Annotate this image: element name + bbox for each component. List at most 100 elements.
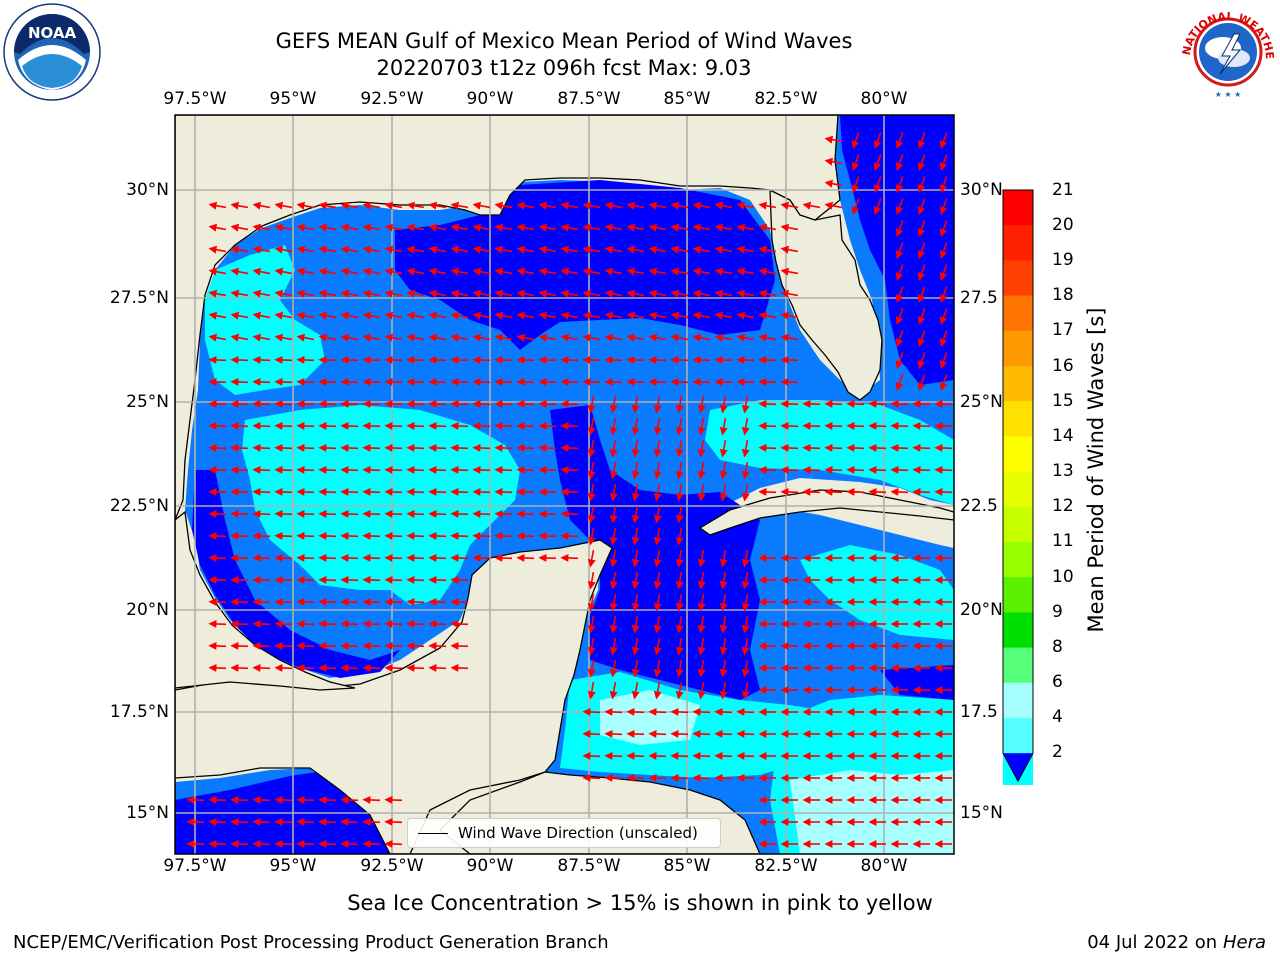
wind-wave-arrow [802, 421, 821, 430]
wind-wave-arrow [230, 597, 249, 606]
wind-wave-arrow [340, 399, 359, 408]
wind-wave-arrow [692, 333, 711, 342]
wind-wave-arrow [384, 575, 403, 584]
wind-wave-arrow [406, 663, 425, 672]
wind-wave-arrow [362, 355, 381, 364]
wind-wave-arrow [318, 267, 337, 276]
wind-wave-arrow [697, 659, 706, 678]
wind-wave-arrow [296, 509, 315, 518]
wind-wave-arrow [582, 773, 601, 782]
wind-wave-arrow [648, 245, 667, 254]
wind-wave-arrow [653, 395, 662, 414]
wind-wave-arrow [780, 465, 799, 474]
wind-wave-arrow [538, 399, 557, 408]
colorbar-tick: 2 [1052, 742, 1063, 762]
wind-wave-arrow [824, 421, 843, 430]
wind-wave-arrow [912, 487, 931, 496]
wind-wave-arrow [890, 421, 909, 430]
wind-wave-arrow [538, 333, 557, 342]
wind-wave-arrow [719, 395, 728, 414]
wind-wave-arrow [296, 663, 315, 672]
wind-wave-arrow [428, 553, 447, 562]
us-land [175, 115, 841, 521]
wind-wave-arrow [780, 289, 799, 298]
wind-wave-arrow [626, 201, 645, 210]
wind-wave-arrow [582, 707, 601, 716]
wind-wave-arrow [494, 465, 513, 474]
wind-wave-arrow [538, 245, 557, 254]
wind-wave-arrow [560, 465, 579, 474]
wind-wave-arrow [780, 399, 799, 408]
wind-wave-arrow [318, 399, 337, 408]
wind-wave-arrow [340, 245, 359, 254]
wind-wave-arrow [230, 531, 249, 540]
wind-wave-arrow [538, 443, 557, 452]
wind-wave-arrow [494, 421, 513, 430]
colorbar-segment [1003, 577, 1033, 613]
wind-wave-arrow [516, 509, 535, 518]
wind-wave-arrow [186, 839, 205, 848]
wind-wave-arrow [714, 707, 733, 716]
wind-wave-arrow [631, 571, 640, 590]
wind-wave-arrow [626, 377, 645, 386]
wind-wave-arrow [516, 487, 535, 496]
wind-wave-arrow [186, 795, 205, 804]
colorbar-label: Mean Period of Wind Waves [s] [1084, 307, 1108, 633]
wind-wave-arrow [318, 201, 337, 210]
wind-wave-arrow [824, 465, 843, 474]
wind-wave-arrow [340, 267, 359, 276]
wind-wave-arrow [653, 615, 662, 634]
wind-wave-arrow [582, 289, 601, 298]
wind-wave-arrow [609, 461, 618, 480]
wind-wave-arrow [208, 487, 227, 496]
wind-wave-arrow [208, 289, 227, 298]
wind-wave-arrow [362, 509, 381, 518]
wind-wave-arrow [582, 267, 601, 276]
wind-wave-arrow [538, 223, 557, 232]
wind-wave-arrow [758, 333, 777, 342]
wind-wave-arrow [802, 465, 821, 474]
lat-tick: 22.5°N [109, 496, 169, 516]
wind-wave-arrow [653, 659, 662, 678]
wind-wave-arrow [675, 417, 684, 436]
wind-wave-arrow [587, 395, 596, 414]
wind-wave-arrow [631, 527, 640, 546]
wind-wave-arrow [230, 817, 249, 826]
wind-wave-arrow [939, 198, 948, 216]
wind-wave-arrow [406, 553, 425, 562]
wind-wave-arrow [653, 637, 662, 656]
wind-wave-arrow [604, 729, 623, 738]
wind-wave-arrow [912, 399, 931, 408]
lat-tick: 25°N [960, 392, 1003, 412]
wind-wave-arrow [780, 355, 799, 364]
lon-tick: 80°W [860, 856, 908, 876]
wind-wave-arrow [890, 487, 909, 496]
wind-wave-arrow [472, 399, 491, 408]
wind-wave-arrow [252, 619, 271, 628]
wind-wave-arrow [296, 575, 315, 584]
wind-wave-arrow [939, 264, 948, 282]
wind-wave-arrow [560, 267, 579, 276]
wind-wave-arrow [648, 311, 667, 320]
colorbar-segment [1003, 471, 1033, 508]
wind-wave-arrow [274, 377, 293, 386]
wind-wave-arrow [675, 659, 684, 678]
wind-wave-arrow [340, 465, 359, 474]
wind-wave-arrow [758, 245, 777, 254]
wind-wave-arrow [274, 663, 293, 672]
wind-wave-arrow [428, 355, 447, 364]
wind-wave-arrow [692, 355, 711, 364]
wind-wave-arrow [758, 465, 777, 474]
wind-wave-arrow [516, 421, 535, 430]
wind-wave-arrow [472, 443, 491, 452]
wind-wave-arrow [917, 374, 926, 392]
wind-wave-arrow [538, 289, 557, 298]
wind-wave-arrow [296, 465, 315, 474]
wind-wave-arrow [318, 355, 337, 364]
wind-wave-arrow [917, 264, 926, 282]
wind-wave-arrow [697, 681, 706, 700]
wind-wave-arrow [516, 223, 535, 232]
wind-wave-arrow [274, 333, 293, 342]
wind-wave-arrow [428, 487, 447, 496]
wind-wave-arrow [758, 311, 777, 320]
